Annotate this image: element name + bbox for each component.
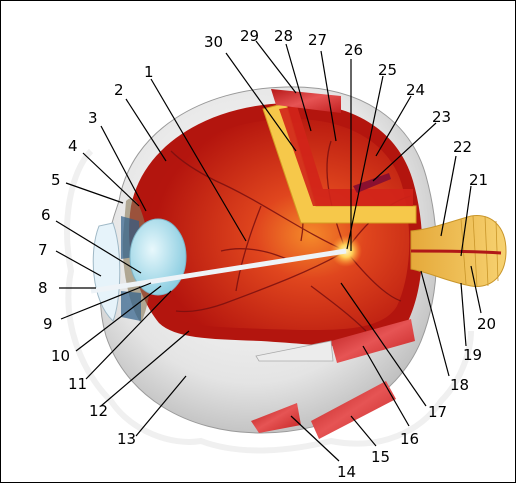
iris-lower (121, 291, 141, 321)
retina-inner-layer (279, 106, 413, 206)
label-27: 27 (308, 31, 327, 49)
label-3: 3 (88, 109, 98, 127)
label-8: 8 (38, 279, 48, 297)
superior-rectus-muscle (271, 89, 341, 113)
label-28: 28 (274, 27, 293, 45)
label-13: 13 (117, 430, 136, 448)
label-26: 26 (344, 41, 363, 59)
label-18: 18 (450, 376, 469, 394)
label-4: 4 (68, 137, 78, 155)
label-5: 5 (51, 171, 61, 189)
label-21: 21 (469, 171, 488, 189)
label-29: 29 (240, 27, 259, 45)
label-20: 20 (477, 315, 496, 333)
label-25: 25 (378, 61, 397, 79)
leader-lines (55, 40, 482, 462)
central-retinal-artery (353, 173, 391, 193)
inferior-rectus-muscle (311, 381, 396, 439)
cornea (92, 222, 121, 322)
label-10: 10 (51, 347, 70, 365)
muscle-tendon (255, 340, 334, 362)
label-23: 23 (432, 108, 451, 126)
visual-axis (90, 248, 347, 294)
label-6: 6 (41, 206, 51, 224)
inferior-oblique-muscle (251, 403, 301, 433)
label-16: 16 (400, 430, 419, 448)
lateral-rectus-muscle (331, 319, 415, 363)
vitreous-body (149, 118, 410, 331)
optic-nerve-vessel (410, 249, 502, 255)
label-2: 2 (114, 81, 124, 99)
number-labels: 1 2 3 4 5 6 7 8 9 10 11 12 13 14 15 16 1… (38, 27, 496, 481)
label-15: 15 (371, 448, 390, 466)
label-17: 17 (428, 403, 447, 421)
background-cloud-outline (64, 148, 474, 454)
label-11: 11 (68, 375, 87, 393)
label-30: 30 (204, 33, 223, 51)
label-19: 19 (463, 346, 482, 364)
label-7: 7 (38, 241, 48, 259)
label-24: 24 (406, 81, 425, 99)
label-14: 14 (337, 463, 356, 481)
label-9: 9 (43, 315, 53, 333)
label-1: 1 (144, 63, 154, 81)
label-12: 12 (89, 402, 108, 420)
label-22: 22 (453, 138, 472, 156)
